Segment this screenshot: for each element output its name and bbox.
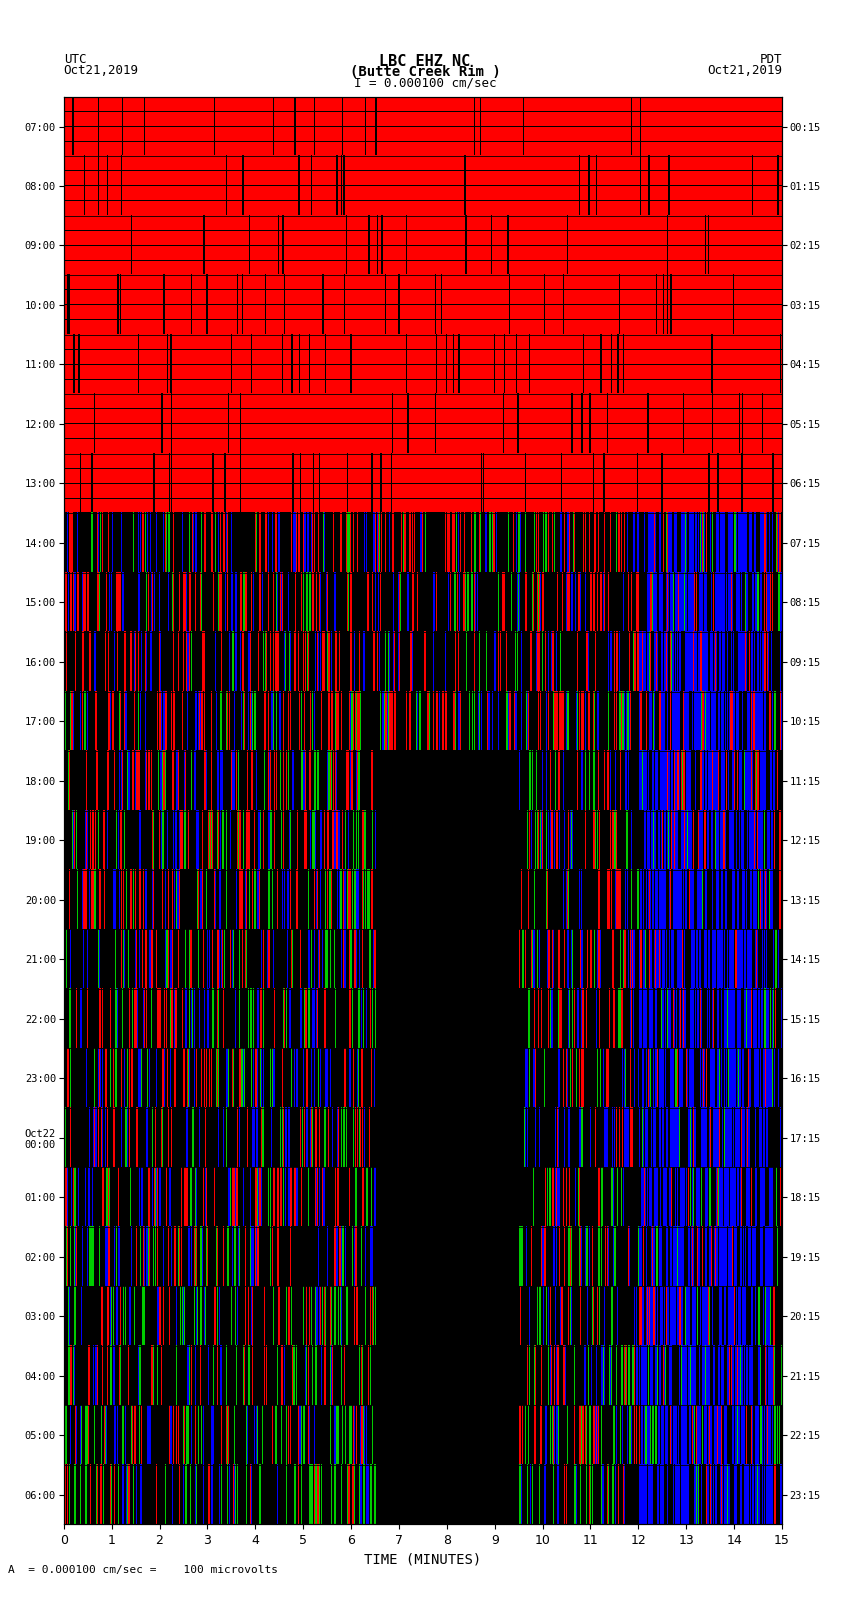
X-axis label: TIME (MINUTES): TIME (MINUTES): [365, 1553, 481, 1566]
Text: PDT: PDT: [760, 53, 782, 66]
Text: A  = 0.000100 cm/sec =    100 microvolts: A = 0.000100 cm/sec = 100 microvolts: [8, 1565, 279, 1574]
Text: LBC EHZ NC: LBC EHZ NC: [379, 53, 471, 69]
Text: I = 0.000100 cm/sec: I = 0.000100 cm/sec: [354, 76, 496, 90]
Text: Oct21,2019: Oct21,2019: [707, 63, 782, 77]
Text: UTC: UTC: [64, 53, 86, 66]
Text: (Butte Creek Rim ): (Butte Creek Rim ): [349, 65, 501, 79]
Text: Oct21,2019: Oct21,2019: [64, 63, 139, 77]
